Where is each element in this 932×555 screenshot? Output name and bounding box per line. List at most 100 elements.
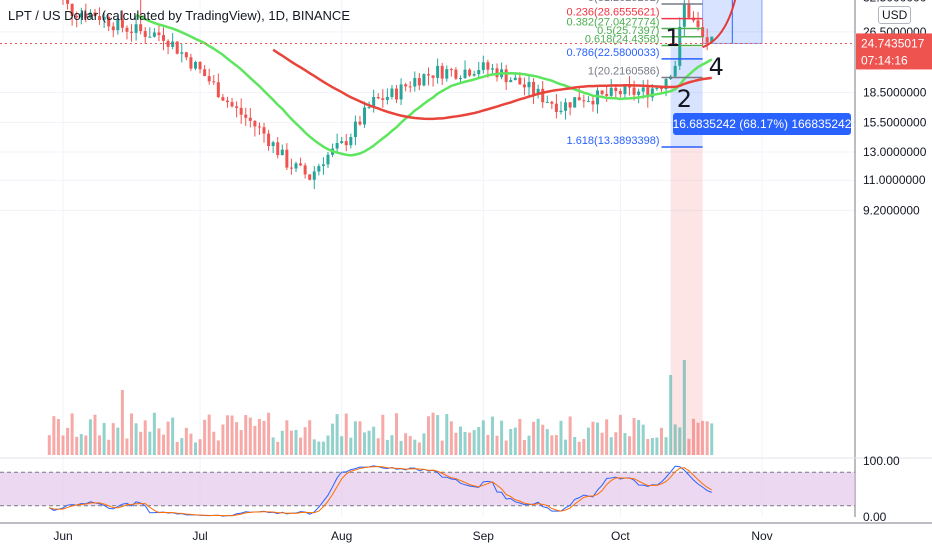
volume-bar-23	[152, 412, 156, 455]
candle-body-137	[673, 65, 677, 77]
candle-body-145	[710, 36, 714, 43]
candle-body-11	[98, 16, 102, 21]
volume-bar-128	[632, 418, 636, 455]
volume-bar-34	[203, 419, 207, 455]
candle-body-98	[495, 68, 499, 78]
volume-bar-16	[120, 390, 124, 455]
candle-body-85	[436, 65, 440, 78]
y-tick-label-5: 18.5000000	[863, 86, 927, 100]
volume-bar-131	[646, 439, 650, 455]
fib-label-2: 0.382(27.0427774)	[567, 16, 660, 28]
candle-body-15	[116, 18, 120, 31]
candle-body-121	[600, 90, 604, 95]
candle-body-47	[262, 127, 266, 134]
currency-button[interactable]: USD	[878, 6, 912, 24]
candle-body-4	[66, 0, 70, 4]
volume-bar-49	[271, 437, 275, 455]
volume-bar-22	[148, 431, 152, 455]
volume-bar-133	[655, 437, 659, 455]
candle-body-84	[431, 75, 435, 78]
volume-bar-45	[253, 425, 257, 455]
candle-body-19	[134, 24, 138, 33]
candle-body-75	[390, 88, 394, 97]
volume-bar-140	[687, 438, 691, 455]
volume-bar-39	[225, 415, 229, 455]
candle-body-34	[203, 69, 207, 77]
candle-body-13	[107, 16, 111, 27]
volume-bar-48	[267, 412, 271, 455]
volume-bar-7	[79, 434, 83, 455]
candle-body-36	[212, 81, 216, 83]
volume-bar-51	[280, 430, 284, 455]
volume-bar-108	[541, 424, 545, 455]
candle-body-118	[586, 100, 590, 102]
volume-bar-75	[390, 435, 394, 455]
volume-bar-41	[235, 422, 239, 455]
volume-bar-24	[157, 428, 161, 455]
candle-body-81	[417, 78, 421, 86]
candle-body-86	[440, 65, 444, 79]
candle-body-14	[111, 26, 115, 31]
fib-label-6: 1(20.2160586)	[588, 66, 660, 78]
volume-bar-33	[198, 439, 202, 455]
candle-body-25	[162, 35, 166, 41]
volume-bar-74	[385, 439, 389, 455]
volume-bar-85	[436, 415, 440, 455]
volume-bar-67	[353, 421, 357, 455]
candle-body-125	[618, 91, 622, 95]
candle-body-116	[577, 97, 581, 101]
candle-body-23	[152, 32, 156, 37]
volume-bar-53	[289, 430, 293, 455]
range-label-bg	[673, 113, 851, 135]
volume-bar-76	[395, 413, 399, 455]
countdown-label: 07:14:16	[861, 53, 908, 67]
chart-title: LPT / US Dollar (calculated by TradingVi…	[8, 8, 350, 23]
candle-body-8	[84, 13, 88, 18]
volume-bar-95	[481, 420, 485, 455]
volume-bar-46	[257, 419, 261, 455]
candle-body-17	[125, 27, 129, 32]
candle-body-140	[687, 3, 691, 18]
volume-bar-135	[664, 437, 668, 455]
osc-tick-100: 100.00	[863, 454, 900, 468]
candle-body-22	[148, 36, 152, 38]
volume-bar-84	[431, 412, 435, 455]
volume-bar-124	[614, 432, 618, 455]
volume-bar-66	[349, 437, 353, 455]
x-tick-label-sep: Sep	[473, 529, 495, 543]
candle-body-51	[280, 149, 284, 156]
candle-body-30	[184, 52, 188, 58]
candle-body-133	[655, 87, 659, 89]
candle-body-72	[376, 96, 380, 99]
volume-bar-50	[276, 441, 280, 455]
volume-bar-62	[331, 423, 335, 455]
candle-body-143	[701, 27, 705, 38]
volume-bar-56	[303, 427, 307, 455]
volume-bar-30	[184, 427, 188, 455]
volume-bar-144	[705, 421, 709, 455]
candle-body-109	[545, 101, 549, 103]
volume-bar-88	[449, 421, 453, 455]
candle-body-7	[79, 13, 83, 18]
volume-bar-134	[659, 427, 663, 455]
volume-bar-12	[102, 422, 106, 455]
volume-bar-86	[440, 440, 444, 455]
candle-body-101	[509, 80, 513, 83]
volume-bar-139	[682, 360, 686, 455]
x-tick-label-aug: Aug	[331, 529, 352, 543]
y-tick-label-3: 32.5000000	[863, 0, 927, 4]
candle-body-114	[568, 102, 572, 108]
candle-body-82	[422, 74, 426, 86]
candle-body-70	[367, 107, 371, 109]
candle-body-89	[454, 69, 458, 79]
candle-body-113	[564, 102, 568, 111]
candle-body-87	[445, 69, 449, 79]
candle-body-103	[518, 77, 522, 85]
candle-body-105	[527, 81, 531, 88]
candle-body-119	[591, 100, 595, 105]
volume-bar-29	[180, 438, 184, 455]
volume-bar-28	[175, 441, 179, 455]
candle-body-61	[326, 154, 330, 165]
